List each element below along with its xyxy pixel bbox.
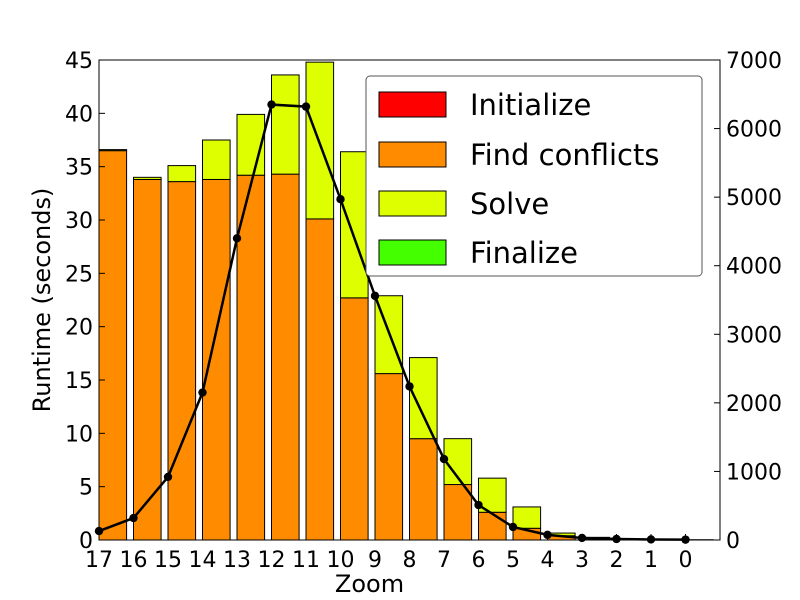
bar-find-conflicts-zoom-10 (340, 297, 369, 541)
left-tick-label: 25 (65, 262, 93, 287)
right-tick-label: 4000 (726, 255, 782, 280)
bottom-tick-label: 11 (292, 548, 320, 573)
left-tick-label: 15 (65, 369, 93, 394)
bottom-tick-label: 10 (327, 548, 355, 573)
line-point-zoom-6 (474, 500, 483, 510)
legend-swatch-solve (378, 190, 447, 217)
bottom-tick-label: 15 (154, 548, 182, 573)
right-tick-label: 0 (726, 529, 740, 554)
legend-label-finalize: Finalize (470, 236, 578, 270)
line-point-zoom-8 (405, 382, 414, 391)
bar-find-conflicts-zoom-7 (443, 484, 473, 541)
legend: Initialize Find conflicts Solve Finalize (365, 75, 703, 277)
y-axis-label: Runtime (seconds) (28, 188, 56, 413)
left-tick-label: 20 (65, 316, 93, 341)
legend-label-find-conflicts: Find conflicts (470, 138, 659, 172)
bottom-tick-label: 16 (120, 548, 148, 573)
left-tick-label: 10 (65, 422, 93, 447)
bar-solve-zoom-16 (133, 176, 162, 180)
left-tick-label: 40 (65, 102, 93, 127)
bottom-tick-label: 8 (403, 548, 417, 573)
line-layer (94, 100, 690, 544)
line-point-zoom-5 (508, 522, 518, 532)
line-point-zoom-12 (267, 100, 276, 109)
right-tick-label: 3000 (726, 323, 782, 348)
bottom-axis: 17 16 15 14 13 12 11 10 9 8 7 6 5 4 3 2 1 0 (85, 534, 693, 573)
line-point-zoom-14 (198, 388, 207, 397)
line-point-zoom-16 (129, 513, 138, 523)
left-tick-label: 5 (79, 476, 93, 501)
right-tick-label: 6000 (726, 118, 782, 143)
legend-box (365, 75, 703, 277)
left-tick-label: 0 (79, 529, 93, 554)
line-point-zoom-9 (370, 291, 380, 301)
bottom-tick-label: 2 (610, 548, 624, 573)
bar-find-conflicts-zoom-12 (271, 173, 300, 541)
bar-solve-zoom-14 (202, 139, 231, 180)
bar-solve-zoom-8 (409, 357, 438, 440)
bar-find-conflicts-zoom-17 (98, 150, 128, 541)
bar-find-conflicts-zoom-13 (236, 174, 266, 541)
legend-label-initialize: Initialize (470, 88, 591, 122)
left-tick-label: 45 (65, 49, 93, 74)
bottom-tick-label: 14 (189, 548, 217, 573)
bar-find-conflicts-zoom-14 (202, 178, 231, 541)
line-point-zoom-11 (301, 102, 311, 111)
line-series (98, 103, 686, 541)
right-axis: 0 1000 2000 3000 4000 5000 6000 7000 (714, 49, 782, 554)
bar-find-conflicts-zoom-11 (305, 218, 335, 541)
left-axis: 0 5 10 15 20 25 30 35 40 45 (65, 49, 105, 554)
bottom-tick-label: 4 (541, 548, 555, 573)
bar-solve-zoom-10 (340, 151, 369, 299)
bars-layer (98, 61, 714, 541)
legend-swatch-initialize (378, 91, 447, 118)
right-tick-label: 5000 (726, 186, 782, 211)
bar-find-conflicts-zoom-16 (133, 178, 162, 541)
right-tick-label: 7000 (726, 49, 782, 74)
bar-solve-zoom-12 (271, 74, 300, 175)
bar-find-conflicts-zoom-9 (374, 373, 404, 541)
bottom-tick-label: 3 (575, 548, 589, 573)
bottom-tick-label: 7 (437, 548, 451, 573)
right-tick-label: 1000 (726, 460, 782, 485)
bar-solve-zoom-15 (167, 165, 197, 183)
bar-solve-zoom-17 (98, 149, 128, 152)
bottom-tick-label: 1 (644, 548, 658, 573)
bottom-tick-label: 12 (258, 548, 286, 573)
right-tick-label: 2000 (726, 392, 782, 417)
bottom-tick-label: 5 (506, 548, 520, 573)
bottom-tick-label: 13 (223, 548, 251, 573)
line-point-zoom-10 (336, 195, 345, 204)
legend-swatch-find-conflicts (378, 141, 447, 168)
bar-find-conflicts-zoom-8 (409, 438, 438, 541)
legend-swatch-finalize (378, 239, 447, 266)
bar-solve-zoom-5 (512, 506, 542, 529)
line-point-zoom-13 (232, 234, 242, 243)
bottom-tick-label: 6 (472, 548, 486, 573)
left-tick-label: 30 (65, 209, 93, 234)
line-point-zoom-7 (439, 454, 449, 464)
bar-find-conflicts-zoom-6 (478, 511, 507, 541)
bar-find-conflicts-zoom-15 (167, 181, 197, 541)
legend-label-solve: Solve (470, 187, 549, 221)
bottom-tick-label: 9 (368, 548, 382, 573)
left-tick-label: 35 (65, 156, 93, 181)
x-axis-label: Zoom (335, 570, 404, 598)
bottom-tick-label: 0 (679, 548, 693, 573)
bottom-tick-label: 17 (85, 548, 113, 573)
line-point-zoom-15 (163, 472, 173, 482)
